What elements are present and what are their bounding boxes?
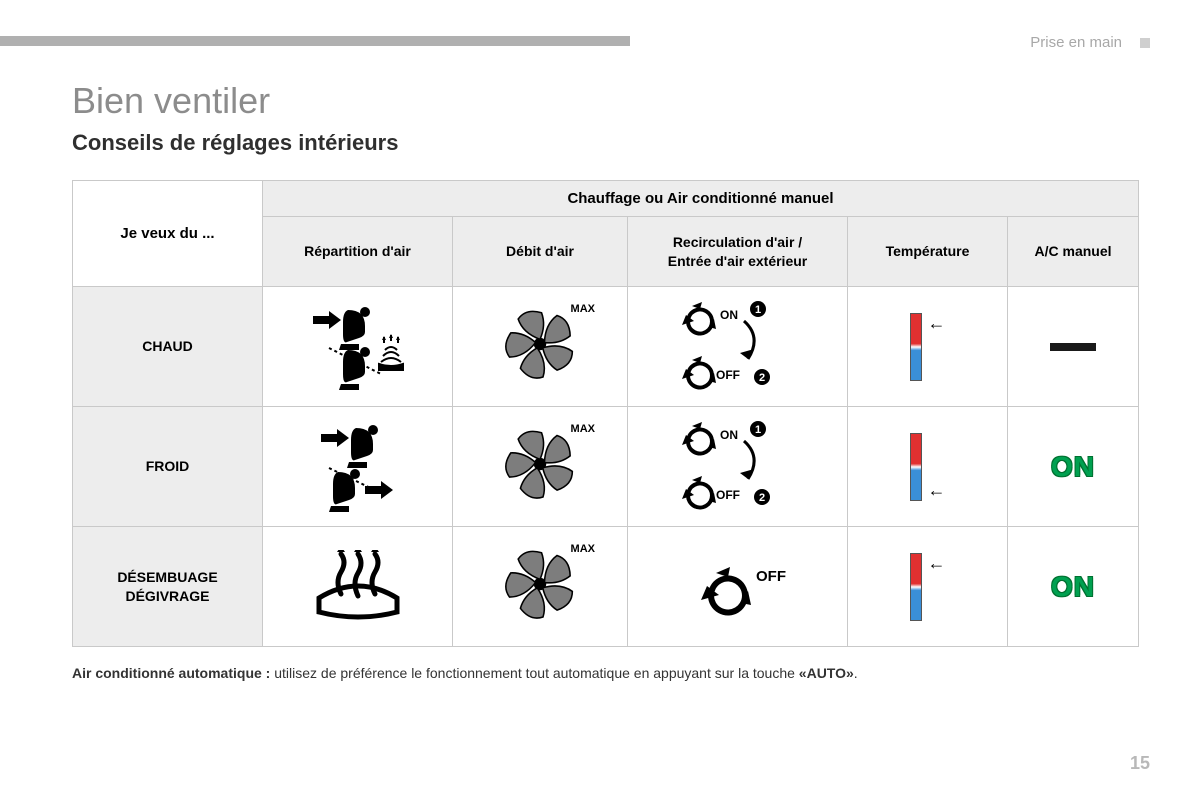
cell-defrost-ac: ON	[1008, 527, 1139, 647]
temperature-indicator-hot: ←	[910, 313, 946, 381]
header-square-icon	[1140, 38, 1150, 48]
row-label-chaud: CHAUD	[73, 287, 263, 407]
cell-froid-temp: ←	[848, 407, 1008, 527]
table-row: CHAUD	[73, 287, 1139, 407]
svg-text:1: 1	[754, 424, 760, 436]
cell-defrost-repartition	[263, 527, 453, 647]
section-label: Prise en main	[1030, 34, 1122, 51]
cell-chaud-repartition	[263, 287, 453, 407]
svg-text:ON: ON	[720, 428, 738, 442]
svg-text:1: 1	[754, 304, 760, 316]
fan-icon	[501, 425, 579, 503]
air-distribution-cold-icon	[303, 422, 413, 512]
temperature-bar-icon	[910, 433, 922, 501]
footnote-bold2: «AUTO»	[799, 665, 854, 681]
recirculation-icon: ON 1 OFF 2	[658, 417, 818, 517]
page-number: 15	[1130, 753, 1150, 774]
arrow-left-icon: ←	[928, 480, 946, 501]
cell-froid-repartition	[263, 407, 453, 527]
settings-table: Je veux du ... Chauffage ou Air conditio…	[72, 180, 1139, 647]
ac-on-label: ON	[1051, 571, 1095, 603]
footnote-bold: Air conditionné automatique :	[72, 665, 270, 681]
recirc-off-label: OFF	[716, 368, 740, 382]
table-group-header: Chauffage ou Air conditionné manuel	[263, 181, 1139, 217]
defrost-windshield-icon	[313, 550, 403, 624]
cell-chaud-temp: ←	[848, 287, 1008, 407]
fan-max-label: MAX	[571, 303, 595, 315]
header-section: Prise en main	[1030, 34, 1150, 51]
cell-chaud-recirc: ON 1	[628, 287, 848, 407]
fan-max-label: MAX	[571, 543, 595, 555]
table-row: DÉSEMBUAGE DÉGIVRAGE	[73, 527, 1139, 647]
recirc-on-label: ON	[720, 308, 738, 322]
table-corner-header: Je veux du ...	[73, 181, 263, 287]
recirc-off-label: OFF	[756, 568, 786, 585]
arrow-left-icon: ←	[928, 553, 946, 574]
cell-froid-recirc: ON 1 OFF 2	[628, 407, 848, 527]
cell-chaud-debit: MAX	[453, 287, 628, 407]
cell-chaud-ac	[1008, 287, 1139, 407]
recirculation-off-icon: OFF	[678, 557, 798, 617]
temperature-indicator-cold: ←	[910, 433, 946, 501]
cell-defrost-debit: MAX	[453, 527, 628, 647]
ac-on-label: ON	[1051, 451, 1095, 483]
cell-defrost-recirc: OFF	[628, 527, 848, 647]
arrow-left-icon: ←	[928, 313, 946, 334]
temperature-bar-icon	[910, 313, 922, 381]
footnote-text: Air conditionné automatique : utilisez d…	[72, 665, 1138, 681]
svg-text:2: 2	[758, 492, 764, 504]
page-title: Bien ventiler	[72, 80, 1138, 122]
fan-icon	[501, 305, 579, 383]
temperature-bar-icon	[910, 553, 922, 621]
temperature-indicator-hot: ←	[910, 553, 946, 621]
row-label-froid: FROID	[73, 407, 263, 527]
recirculation-icon: ON 1	[658, 297, 818, 397]
cell-froid-ac: ON	[1008, 407, 1139, 527]
col-header-temperature: Température	[848, 217, 1008, 287]
table-row: FROID	[73, 407, 1139, 527]
air-distribution-hot-icon	[303, 302, 413, 392]
top-accent-bar	[0, 36, 630, 46]
svg-text:2: 2	[758, 372, 764, 384]
fan-max-label: MAX	[571, 423, 595, 435]
cell-defrost-temp: ←	[848, 527, 1008, 647]
page-subtitle: Conseils de réglages intérieurs	[72, 130, 1138, 156]
footnote-body: utilisez de préférence le fonctionnement…	[270, 665, 798, 681]
fan-icon	[501, 545, 579, 623]
col-header-repartition: Répartition d'air	[263, 217, 453, 287]
col-header-ac: A/C manuel	[1008, 217, 1139, 287]
cell-froid-debit: MAX	[453, 407, 628, 527]
col-header-recirc: Recirculation d'air / Entrée d'air extér…	[628, 217, 848, 287]
row-label-defrost: DÉSEMBUAGE DÉGIVRAGE	[73, 527, 263, 647]
page-content: Bien ventiler Conseils de réglages intér…	[72, 80, 1138, 681]
svg-text:OFF: OFF	[716, 488, 740, 502]
dash-icon	[1050, 343, 1096, 351]
col-header-debit: Débit d'air	[453, 217, 628, 287]
